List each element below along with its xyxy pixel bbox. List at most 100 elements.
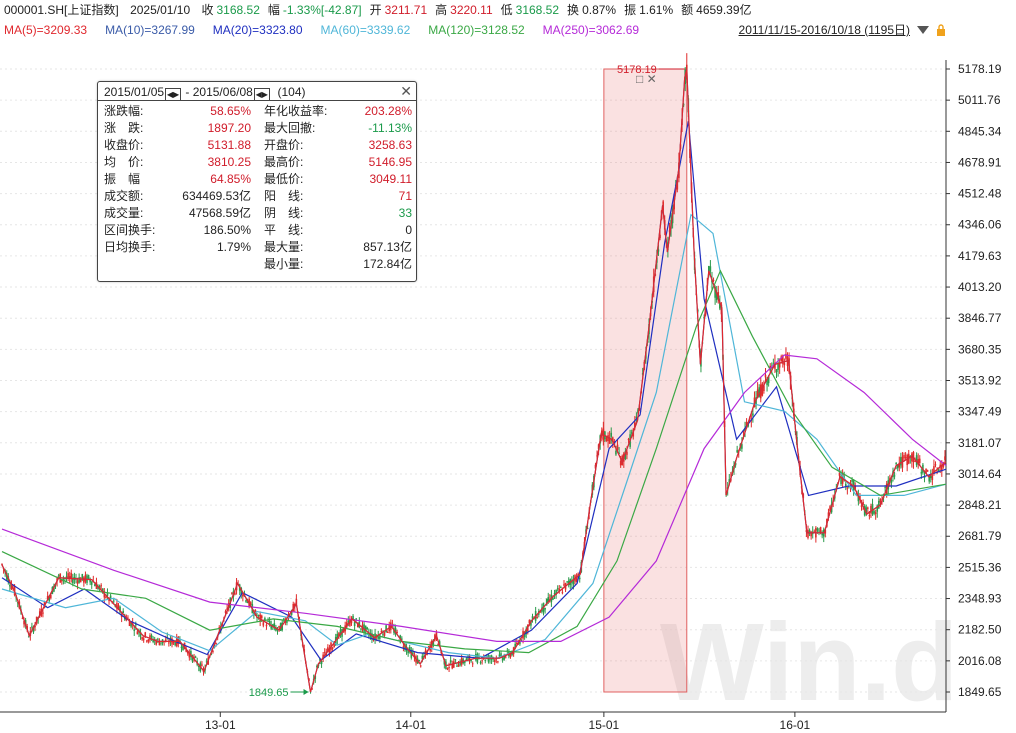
candle-body xyxy=(816,528,819,531)
ma-legend-item[interactable]: MA(120)=3128.52 xyxy=(428,23,525,37)
y-tick-label: 3846.77 xyxy=(958,311,1002,325)
candle-body xyxy=(61,580,63,582)
dropdown-triangle-icon[interactable] xyxy=(917,26,929,34)
ma-legend-item[interactable]: MA(5)=3209.33 xyxy=(4,23,88,37)
stats-key: 涨跌幅: xyxy=(104,104,144,118)
candle-body xyxy=(624,451,627,459)
stats-row: 最低价: 3049.11 xyxy=(264,171,412,188)
candle-body xyxy=(314,675,317,679)
stats-value: 64.85% xyxy=(210,172,251,186)
date-range-link[interactable]: 2011/11/15-2016/10/18 (1195日) xyxy=(738,23,910,37)
candle-body xyxy=(471,663,474,665)
header-item: 低 3168.52 xyxy=(501,3,559,17)
candle-body xyxy=(903,454,905,459)
header-item: 额 4659.39亿 xyxy=(681,3,751,17)
candle-body xyxy=(68,576,71,579)
candle-body xyxy=(495,658,498,660)
candle-body xyxy=(23,620,25,625)
candle-body xyxy=(109,595,112,600)
candle-body xyxy=(311,688,313,690)
stats-value: 857.13亿 xyxy=(363,240,412,254)
candle-body xyxy=(396,631,398,633)
candle-body xyxy=(734,462,737,466)
candle-body xyxy=(190,650,192,657)
stats-left-column: 涨跌幅: 58.65% 涨 跌: 1897.20 收盘价: 5131.88 均 价: 3810… xyxy=(104,103,251,256)
candle-body xyxy=(755,397,757,406)
close-icon[interactable]: ✕ xyxy=(400,83,412,99)
candle-body xyxy=(432,640,435,645)
candle-body xyxy=(350,618,353,624)
header-item-value: 3168.52 xyxy=(515,3,560,17)
candle-body xyxy=(539,611,542,613)
candle-body xyxy=(245,600,247,602)
candle-body xyxy=(136,631,139,635)
x-tick-label: 16-01 xyxy=(780,718,811,732)
candle-body xyxy=(338,633,340,637)
stats-value: 47568.59亿 xyxy=(188,206,251,220)
ma-legend-item[interactable]: MA(20)=3323.80 xyxy=(212,23,303,37)
stats-key: 均 价: xyxy=(104,155,144,169)
header-item-value: -1.33%[-42.87] xyxy=(282,3,362,17)
candle-body xyxy=(563,584,565,586)
candle-body xyxy=(926,470,929,472)
candle-body xyxy=(867,507,869,509)
ma-legend-item[interactable]: MA(60)=3339.62 xyxy=(320,23,411,37)
lock-icon[interactable] xyxy=(936,24,946,36)
candle-body xyxy=(514,643,516,649)
candle-body xyxy=(446,668,449,670)
candle-body xyxy=(262,622,265,626)
candle-body xyxy=(89,579,91,583)
header-item-value: 3220.11 xyxy=(450,3,493,17)
stats-value: 0 xyxy=(405,223,412,237)
candle-body xyxy=(327,647,329,652)
stats-key: 日均换手: xyxy=(104,240,156,254)
candle-body xyxy=(87,575,90,579)
candle-body xyxy=(50,594,52,598)
candle-body xyxy=(264,618,266,622)
header-item-label: 额 xyxy=(681,3,694,17)
candle-body xyxy=(67,573,69,579)
candle-body xyxy=(34,625,36,628)
stats-key: 最低价: xyxy=(264,172,304,186)
candle-body xyxy=(355,618,357,620)
ma-legend-item[interactable]: MA(250)=3062.69 xyxy=(542,23,640,37)
stats-row: 成交额: 634469.53亿 xyxy=(104,188,251,205)
candle-body xyxy=(785,353,787,359)
candle-body xyxy=(141,637,143,640)
close-selection-icon[interactable]: ✕ xyxy=(646,72,657,86)
y-tick-label: 4845.34 xyxy=(958,124,1002,138)
candle-body xyxy=(840,476,842,485)
header-item-label: 开 xyxy=(369,3,382,17)
candle-body xyxy=(758,387,760,397)
date-label: 2025/01/10 xyxy=(130,3,191,17)
candle-body xyxy=(767,376,770,384)
candle-body xyxy=(810,531,812,537)
candle-body xyxy=(70,573,73,578)
candle-body xyxy=(218,627,221,629)
candle-body xyxy=(448,666,450,668)
candle-body xyxy=(741,444,743,449)
candle-body xyxy=(142,638,145,641)
maximize-icon[interactable]: □ xyxy=(636,72,644,86)
quote-header: 000001.SH[上证指数] 2025/01/10 收 3168.52 幅 -1.3… xyxy=(4,2,768,18)
candle-body xyxy=(168,642,170,644)
candle-body xyxy=(94,584,96,587)
stats-value: 58.65% xyxy=(210,104,251,118)
stats-row: 均 价: 3810.25 xyxy=(104,154,251,171)
candle-body xyxy=(479,662,482,664)
candle-body xyxy=(150,635,153,638)
candle-body xyxy=(212,651,214,653)
candle-body xyxy=(600,430,603,436)
candle-body xyxy=(914,461,916,463)
ma-line-ma5 xyxy=(1,68,947,693)
stats-row: 涨跌幅: 58.65% xyxy=(104,103,251,120)
candle-body xyxy=(174,642,176,646)
candle-body xyxy=(544,607,546,610)
y-tick-label: 4013.20 xyxy=(958,280,1002,294)
high-label: 5178.19 xyxy=(617,64,657,76)
stats-value: 3810.25 xyxy=(207,155,251,169)
ma-legend-item[interactable]: MA(10)=3267.99 xyxy=(105,23,195,37)
candle-body xyxy=(492,658,494,660)
stats-value: 71 xyxy=(398,189,412,203)
